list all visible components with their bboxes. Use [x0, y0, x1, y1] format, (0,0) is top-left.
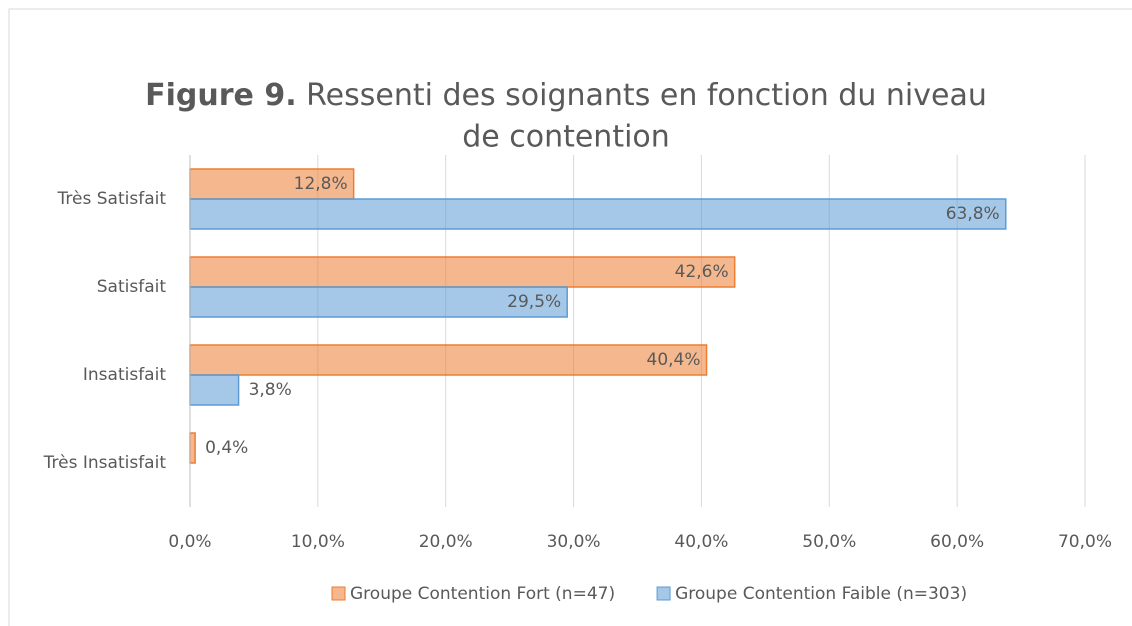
bar [189, 286, 568, 318]
legend-swatch [656, 586, 671, 601]
x-tick-label: 30,0% [547, 532, 601, 552]
x-tick-label: 10,0% [291, 532, 345, 552]
legend-label: Groupe Contention Fort (n=47) [350, 584, 615, 604]
legend-label: Groupe Contention Faible (n=303) [675, 584, 967, 604]
data-label: 12,8% [294, 174, 348, 194]
bar [189, 344, 708, 376]
x-tick-label: 70,0% [1058, 532, 1112, 552]
bar [189, 256, 736, 288]
bar [189, 168, 355, 200]
y-tick-label: Très Satisfait [57, 189, 167, 209]
chart-title: Figure 9. Ressenti des soignants en fonc… [145, 78, 987, 113]
legend-swatch [331, 586, 346, 601]
data-label: 42,6% [675, 262, 729, 282]
bar [189, 198, 1007, 230]
x-tick-label: 40,0% [674, 532, 728, 552]
title-number: Figure 9. [145, 78, 296, 113]
x-tick-label: 20,0% [419, 532, 473, 552]
title-line: Ressenti des soignants en fonction du ni… [306, 78, 987, 113]
x-tick-label: 60,0% [930, 532, 984, 552]
data-label: 40,4% [647, 350, 701, 370]
bar [189, 374, 240, 406]
y-tick-label: Très Insatisfait [43, 453, 167, 473]
y-tick-label: Insatisfait [83, 365, 166, 385]
x-tick-label: 0,0% [168, 532, 211, 552]
bar [189, 432, 196, 464]
data-label: 0,4% [205, 438, 248, 458]
y-tick-label: Satisfait [97, 277, 167, 297]
x-tick-label: 50,0% [802, 532, 856, 552]
data-label: 63,8% [946, 204, 1000, 224]
data-label: 3,8% [249, 380, 292, 400]
data-label: 29,5% [507, 292, 561, 312]
title-line: de contention [462, 120, 670, 155]
